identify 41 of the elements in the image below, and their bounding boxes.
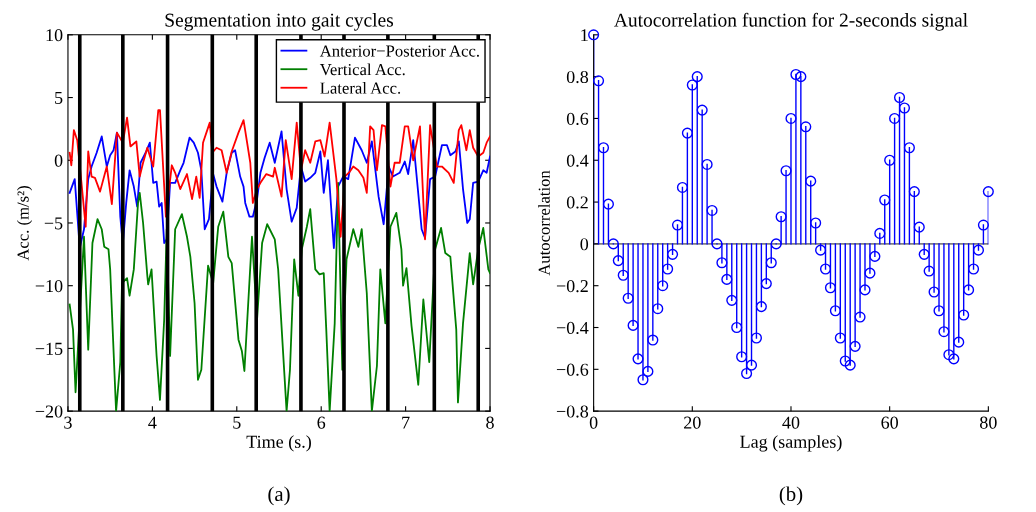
- x-tick-label: 7: [402, 416, 410, 429]
- text: (b): [779, 486, 803, 506]
- x-axis-title: Time (s.): [246, 435, 311, 452]
- y-tick-label: −10: [35, 279, 63, 293]
- y-tick-label: −15: [35, 342, 63, 355]
- x-tick-label: 20: [684, 416, 701, 429]
- y-tick-label: 5: [55, 91, 63, 104]
- x-tick-label: 8: [486, 416, 494, 429]
- y-axis-title: Acc. (m/s²): [16, 186, 33, 261]
- x-tick-label: 40: [782, 416, 800, 429]
- x-tick-label: 5: [233, 416, 241, 429]
- x-tick-label: 80: [980, 416, 997, 429]
- x-tick-label: 60: [881, 416, 898, 429]
- line-series: [68, 130, 491, 249]
- legend-label: Lateral Acc.: [320, 82, 401, 94]
- y-tick-label: −0.2: [556, 279, 588, 293]
- y-tick-label: −5: [44, 217, 63, 230]
- y-tick-label: −0.4: [556, 321, 589, 335]
- chart-title: Segmentation into gait cycles: [165, 12, 394, 31]
- y-tick-label: 0.2: [566, 196, 588, 209]
- x-tick-label: 6: [317, 416, 326, 429]
- text: (a): [268, 486, 290, 506]
- y-tick-label: −0.6: [556, 363, 589, 376]
- y-tick-label: 0.4: [566, 154, 589, 167]
- y-tick-label: 10: [46, 29, 63, 42]
- y-tick-label: 0.8: [566, 70, 589, 84]
- chart-title: Autocorrelation function for 2-seconds signal: [614, 12, 968, 31]
- line-series: [68, 109, 491, 241]
- y-tick-label: 0.6: [566, 112, 589, 125]
- legend-label: Vertical Acc.: [319, 63, 405, 76]
- y-tick-label: 0: [54, 154, 63, 167]
- x-tick-label: 0: [589, 416, 598, 429]
- y-tick-label: −0.8: [556, 405, 589, 418]
- y-axis-title: Autocorrelation: [538, 170, 550, 276]
- x-tick-label: 3: [64, 416, 72, 429]
- legend-label: Anterior−Posterior Acc.: [319, 45, 479, 57]
- x-axis-title: Lag (samples): [740, 435, 842, 452]
- y-tick-label: −20: [35, 405, 63, 418]
- y-tick-label: 0: [580, 238, 589, 251]
- x-tick-label: 4: [148, 416, 157, 429]
- y-tick-label: 1: [581, 29, 588, 42]
